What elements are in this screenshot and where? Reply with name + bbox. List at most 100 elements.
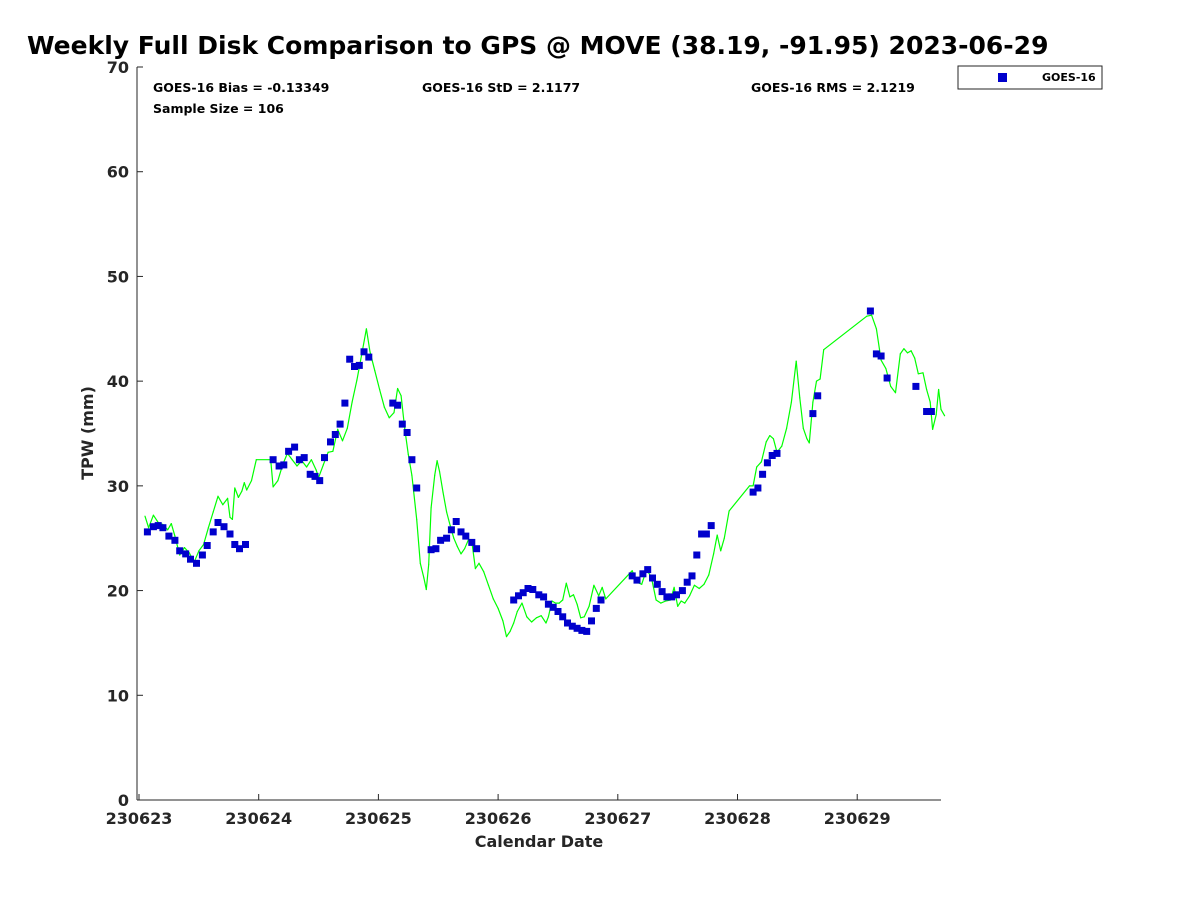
gps-line-segment [474,562,480,570]
gps-line-segment [795,360,801,399]
goes16-point [413,484,421,492]
gps-line-segment [341,427,348,442]
goes16-point [540,593,548,601]
goes16-point [457,528,465,536]
goes16-point [187,555,194,563]
goes16-point [866,307,874,315]
gps-line-segment [799,397,804,429]
goes16-point [159,524,167,532]
goes16-point [403,429,411,436]
gps-line-segment [756,461,763,468]
gps-line-segment [231,487,236,521]
gps-line-segment [703,574,710,585]
goes16-point [280,461,288,469]
gps-line-segment [890,385,897,394]
gps-line-segment [436,460,441,472]
gps-line-segment [785,401,793,429]
gps-line-segment [483,571,490,586]
goes16-point [171,536,179,544]
x-tick-label: 230625 [345,809,412,828]
gps-line-segment [241,482,245,492]
goes16-point [583,627,591,635]
goes16-point [683,578,691,586]
y-axis-ticks: 0 10 20 30 40 50 60 70 [107,58,143,810]
gps-line-segment [922,372,928,391]
gps-line-segment [144,515,150,529]
gps-line-segment [931,414,937,430]
gps-line-segment [812,380,818,403]
gps-line-segment [478,562,485,573]
gps-line-segment [471,540,476,570]
legend: GOES-16 [957,65,1103,90]
gps-line-segment [880,359,887,370]
goes16-point [768,452,776,459]
goes16-point [306,470,314,478]
gps-line-segment [456,545,462,555]
gps-line-segment [270,459,274,488]
gps-line-segment [365,328,371,353]
gps-line-segment [545,616,550,624]
gps-line-segment [655,599,662,604]
goes16-point [549,603,557,611]
gps-line-segment [419,562,425,579]
goes16-point [688,572,696,580]
goes16-point [668,593,676,601]
goes16-point [231,541,239,548]
gps-line-segment [870,314,878,330]
goes16-point [427,546,435,554]
goes16-point [360,348,368,356]
gps-line-segment [513,610,518,624]
gps-line-segment [379,388,385,408]
x-tick-label: 230629 [824,809,891,828]
gps-line-segment [583,605,590,618]
goes16-point [759,470,767,478]
gps-line-segment [910,350,916,359]
gps-line-segment [351,379,358,403]
goes16-point [588,617,595,625]
gps-line-segment [752,466,758,487]
gps-line-segment [306,459,312,468]
goes16-point [447,526,455,534]
gps-line-segment [716,534,722,552]
gps-line-segment [914,357,919,375]
goes16-point [763,459,771,467]
goes16-point [473,545,481,553]
gps-line-segment [526,616,533,623]
goes16-point [510,596,518,604]
goes16-point [193,559,200,567]
gps-line-segment [605,570,633,600]
goes16-point [912,382,920,390]
goes16-point [275,462,283,470]
goes16-point [209,528,217,536]
goes16-point [809,410,817,418]
gps-line-segment [416,518,421,564]
gps-line-segment [430,474,436,509]
goes16-point [524,585,532,592]
gps-line-segment [540,615,547,624]
goes16-point [154,522,162,530]
gps-line-segment [929,401,934,430]
gps-line-segment [937,388,942,410]
goes16-point [408,456,416,464]
goes16-point [389,399,397,407]
gps-line-segment [227,497,231,518]
goes16-point [321,454,328,462]
gps-line-segment [940,408,946,417]
gps-line-segment [434,460,438,476]
goes16-point [468,538,476,546]
gps-line-segment [453,537,458,548]
goes16-point [269,456,277,464]
goes16-point [236,545,243,553]
gps-line-segment [246,480,253,491]
gps-line-segment [464,539,469,550]
gps-line-segment [684,595,691,604]
gps-line-segment [212,495,219,513]
gps-line-segment [728,485,751,512]
gps-line-segment [243,482,248,491]
goes16-points-layer [143,307,935,635]
goes16-point [432,545,440,553]
gps-line-segment [428,507,432,566]
gps-line-segment [446,511,451,527]
gps-line-segment [411,474,418,521]
bias-stat: GOES-16 Bias = -0.13349 [153,80,329,95]
